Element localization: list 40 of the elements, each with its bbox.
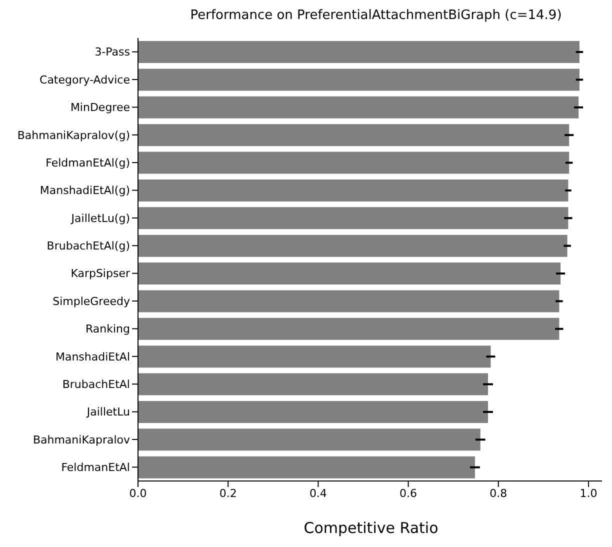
bar bbox=[138, 152, 570, 174]
y-tick-label: JailletLu bbox=[86, 406, 130, 419]
y-tick-label: 3-Pass bbox=[94, 46, 130, 59]
y-tick-label: MinDegree bbox=[70, 101, 130, 114]
bar bbox=[138, 400, 488, 423]
x-tick-label: 0.0 bbox=[129, 486, 147, 500]
y-tick-label: FeldmanEtAl bbox=[61, 461, 130, 474]
y-tick-label: ManshadiEtAl bbox=[55, 350, 130, 364]
bar bbox=[138, 234, 568, 257]
bar bbox=[138, 96, 579, 118]
y-tick-label: JailletLu(g) bbox=[70, 212, 130, 225]
bar bbox=[138, 456, 475, 478]
y-tick-label: KarpSipser bbox=[70, 267, 130, 280]
bar bbox=[138, 346, 491, 368]
x-tick-label: 0.2 bbox=[219, 486, 237, 500]
x-tick-label: 0.4 bbox=[309, 486, 327, 500]
y-tick-label: Ranking bbox=[86, 322, 130, 336]
bar bbox=[138, 318, 560, 340]
y-tick-label: FeldmanEtAl(g) bbox=[46, 156, 130, 170]
bar bbox=[138, 290, 560, 312]
y-tick-label: BahmaniKapralov(g) bbox=[17, 128, 130, 142]
y-tick-label: ManshadiEtAl(g) bbox=[40, 184, 130, 198]
y-tick-label: BrubachEtAl bbox=[62, 378, 130, 391]
bar bbox=[138, 207, 568, 230]
chart-title: Performance on PreferentialAttachmentBiGraph (c=14.9) bbox=[189, 8, 563, 23]
bar bbox=[138, 179, 568, 202]
bar bbox=[138, 41, 580, 63]
y-tick-label: Category-Advice bbox=[40, 73, 130, 86]
bar bbox=[138, 428, 480, 451]
x-tick-label: 0.8 bbox=[490, 486, 508, 500]
bar bbox=[138, 373, 488, 396]
y-tick-label: BahmaniKapralov bbox=[32, 433, 130, 446]
y-tick-label: SimpleGreedy bbox=[52, 294, 130, 308]
bar bbox=[138, 262, 561, 284]
x-tick-label: 0.6 bbox=[400, 486, 418, 500]
bar bbox=[138, 68, 580, 91]
x-axis-title: Competitive Ratio bbox=[302, 519, 440, 537]
x-tick-label: 1.0 bbox=[580, 486, 598, 500]
bar bbox=[138, 124, 570, 146]
y-tick-label: BrubachEtAl(g) bbox=[46, 240, 130, 253]
